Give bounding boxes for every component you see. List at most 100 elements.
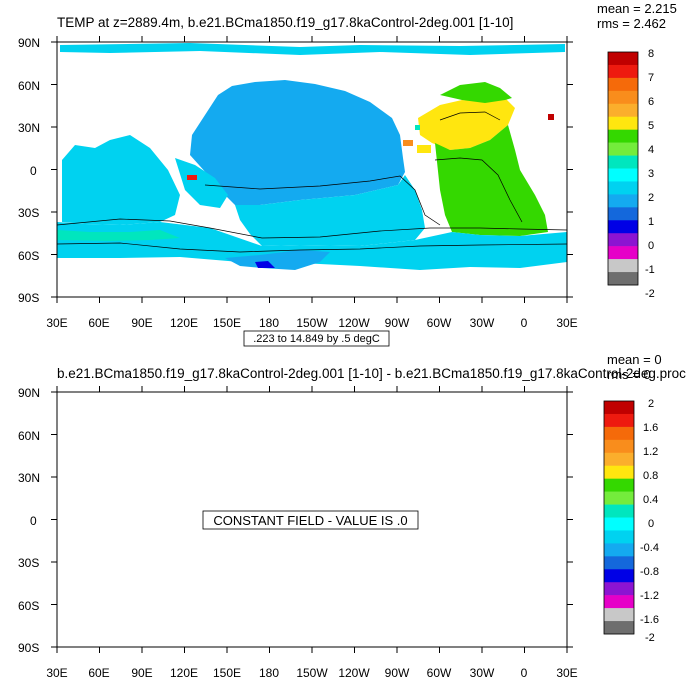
colorbar-label: 0.4 <box>643 494 658 506</box>
colorbar-border <box>603 400 635 635</box>
mean-label: mean = 0 <box>607 352 662 367</box>
lat-label: 60N <box>18 429 40 443</box>
panel-difference: mean = 0 rms = 0 b.e21.BCma1850.f19_g17.… <box>18 352 686 680</box>
lon-label: 90W <box>385 316 410 330</box>
lon-label: 0 <box>521 666 528 680</box>
colorbar-label: -1.2 <box>640 590 659 602</box>
ross-sea-deep <box>255 261 275 268</box>
colorbar-label: -2 <box>645 632 655 644</box>
lon-label: 0 <box>521 316 528 330</box>
lon-label: 60W <box>427 666 452 680</box>
mean-label: mean = 2.215 <box>597 1 677 16</box>
colorbar-label: -1 <box>645 264 655 276</box>
info-label: .223 to 14.849 by .5 degC <box>253 333 380 345</box>
colorbar-swatch <box>604 517 634 531</box>
lon-label: 150E <box>213 666 241 680</box>
lon-label: 90E <box>131 316 152 330</box>
colorbar-swatch <box>604 543 634 557</box>
panel-title: TEMP at z=2889.4m, b.e21.BCma1850.f19_g1… <box>57 15 513 30</box>
arctic-ocean <box>60 43 565 55</box>
colorbar-swatch <box>604 478 634 492</box>
indian-ocean <box>62 135 180 225</box>
lon-label: 60E <box>88 666 109 680</box>
constant-field-box <box>202 510 419 530</box>
red-sea-patch <box>187 175 197 180</box>
colorbar-swatch <box>604 569 634 583</box>
ocean-field <box>57 43 567 270</box>
colorbar-label: 1.2 <box>643 446 658 458</box>
colorbar-swatch <box>608 64 638 79</box>
lon-label: 30W <box>470 316 495 330</box>
colorbar-border <box>607 51 639 286</box>
colorbar-label: -2 <box>645 288 655 300</box>
southern-ocean-green-band <box>57 230 180 241</box>
northsea-patch <box>415 125 420 130</box>
lat-label: 30S <box>18 556 39 570</box>
lon-label: 150W <box>296 666 328 680</box>
colorbar-label: 5 <box>648 120 654 132</box>
colorbar-swatch <box>608 207 638 221</box>
colorbar-label: 3 <box>648 168 654 180</box>
nordic-seas <box>440 82 512 103</box>
lon-label: 150W <box>296 316 328 330</box>
colorbar <box>603 400 635 635</box>
colorbar-swatch <box>608 168 638 182</box>
south-atlantic <box>435 125 548 236</box>
contour-lines <box>57 111 567 253</box>
panel-temp: TEMP at z=2889.4m, b.e21.BCma1850.f19_g1… <box>18 1 677 347</box>
lat-label: 60N <box>18 79 40 93</box>
lat-label: 30N <box>18 471 40 485</box>
colorbar-swatch <box>604 530 634 544</box>
lat-label: 30N <box>18 121 40 135</box>
north-atlantic <box>418 98 515 150</box>
lon-label: 90W <box>385 666 410 680</box>
lat-label: 90S <box>18 641 39 655</box>
colorbar-swatch <box>604 465 634 479</box>
colorbar-swatch <box>608 220 638 234</box>
colorbar-swatch <box>604 608 634 622</box>
lon-label: 60E <box>88 316 109 330</box>
colorbar-label: -1.6 <box>640 614 659 626</box>
colorbar-swatch <box>604 621 634 635</box>
south-pacific <box>235 175 425 246</box>
lon-label: 30E <box>556 316 577 330</box>
lat-axis: 90N 60N 30N 0 30S 60S 90S <box>18 36 40 305</box>
constant-field-label: CONSTANT FIELD - VALUE IS .0 <box>213 513 407 528</box>
gulf-patch <box>403 140 413 146</box>
colorbar-swatch <box>608 90 638 105</box>
colorbar-swatch <box>604 491 634 505</box>
colorbar-label: 6 <box>648 96 654 108</box>
lat-axis: 90N 60N 30N 0 30S 60S 90S <box>18 386 40 655</box>
colorbar-swatch <box>608 259 638 273</box>
colorbar-swatch <box>604 401 634 415</box>
lon-label: 120E <box>170 666 198 680</box>
colorbar-swatch <box>608 142 638 156</box>
lat-label: 90S <box>18 291 39 305</box>
lon-label: 30E <box>46 316 67 330</box>
colorbar-swatch <box>608 116 638 130</box>
colorbar-swatch <box>608 129 638 143</box>
info-box <box>243 330 390 347</box>
north-pacific <box>190 80 405 205</box>
axis-ticks <box>51 36 573 303</box>
lon-label: 180 <box>259 666 279 680</box>
colorbar-label: 0.8 <box>643 470 658 482</box>
colorbar-swatch <box>608 103 638 118</box>
southern-ocean <box>57 222 567 270</box>
colorbar-labels: 8 7 6 5 4 3 2 1 0 -1 -2 <box>645 48 655 300</box>
colorbar-swatch <box>608 52 638 66</box>
colorbar-label: -0.4 <box>640 542 659 554</box>
colorbar-label: 0 <box>648 240 654 252</box>
colorbar-swatch <box>608 194 638 208</box>
lat-label: 30S <box>18 206 39 220</box>
med-sea-patch <box>548 114 554 120</box>
lon-label: 120W <box>338 666 370 680</box>
maritime-seas <box>175 158 228 208</box>
colorbar-labels: 2 1.6 1.2 0.8 0.4 0 -0.4 -0.8 -1.2 -1.6 … <box>640 398 659 644</box>
colorbar-label: 0 <box>648 518 654 530</box>
colorbar-label: 2 <box>648 398 654 410</box>
carib-patch <box>417 145 431 153</box>
lon-label: 120W <box>338 316 370 330</box>
colorbar-label: 2 <box>648 192 654 204</box>
